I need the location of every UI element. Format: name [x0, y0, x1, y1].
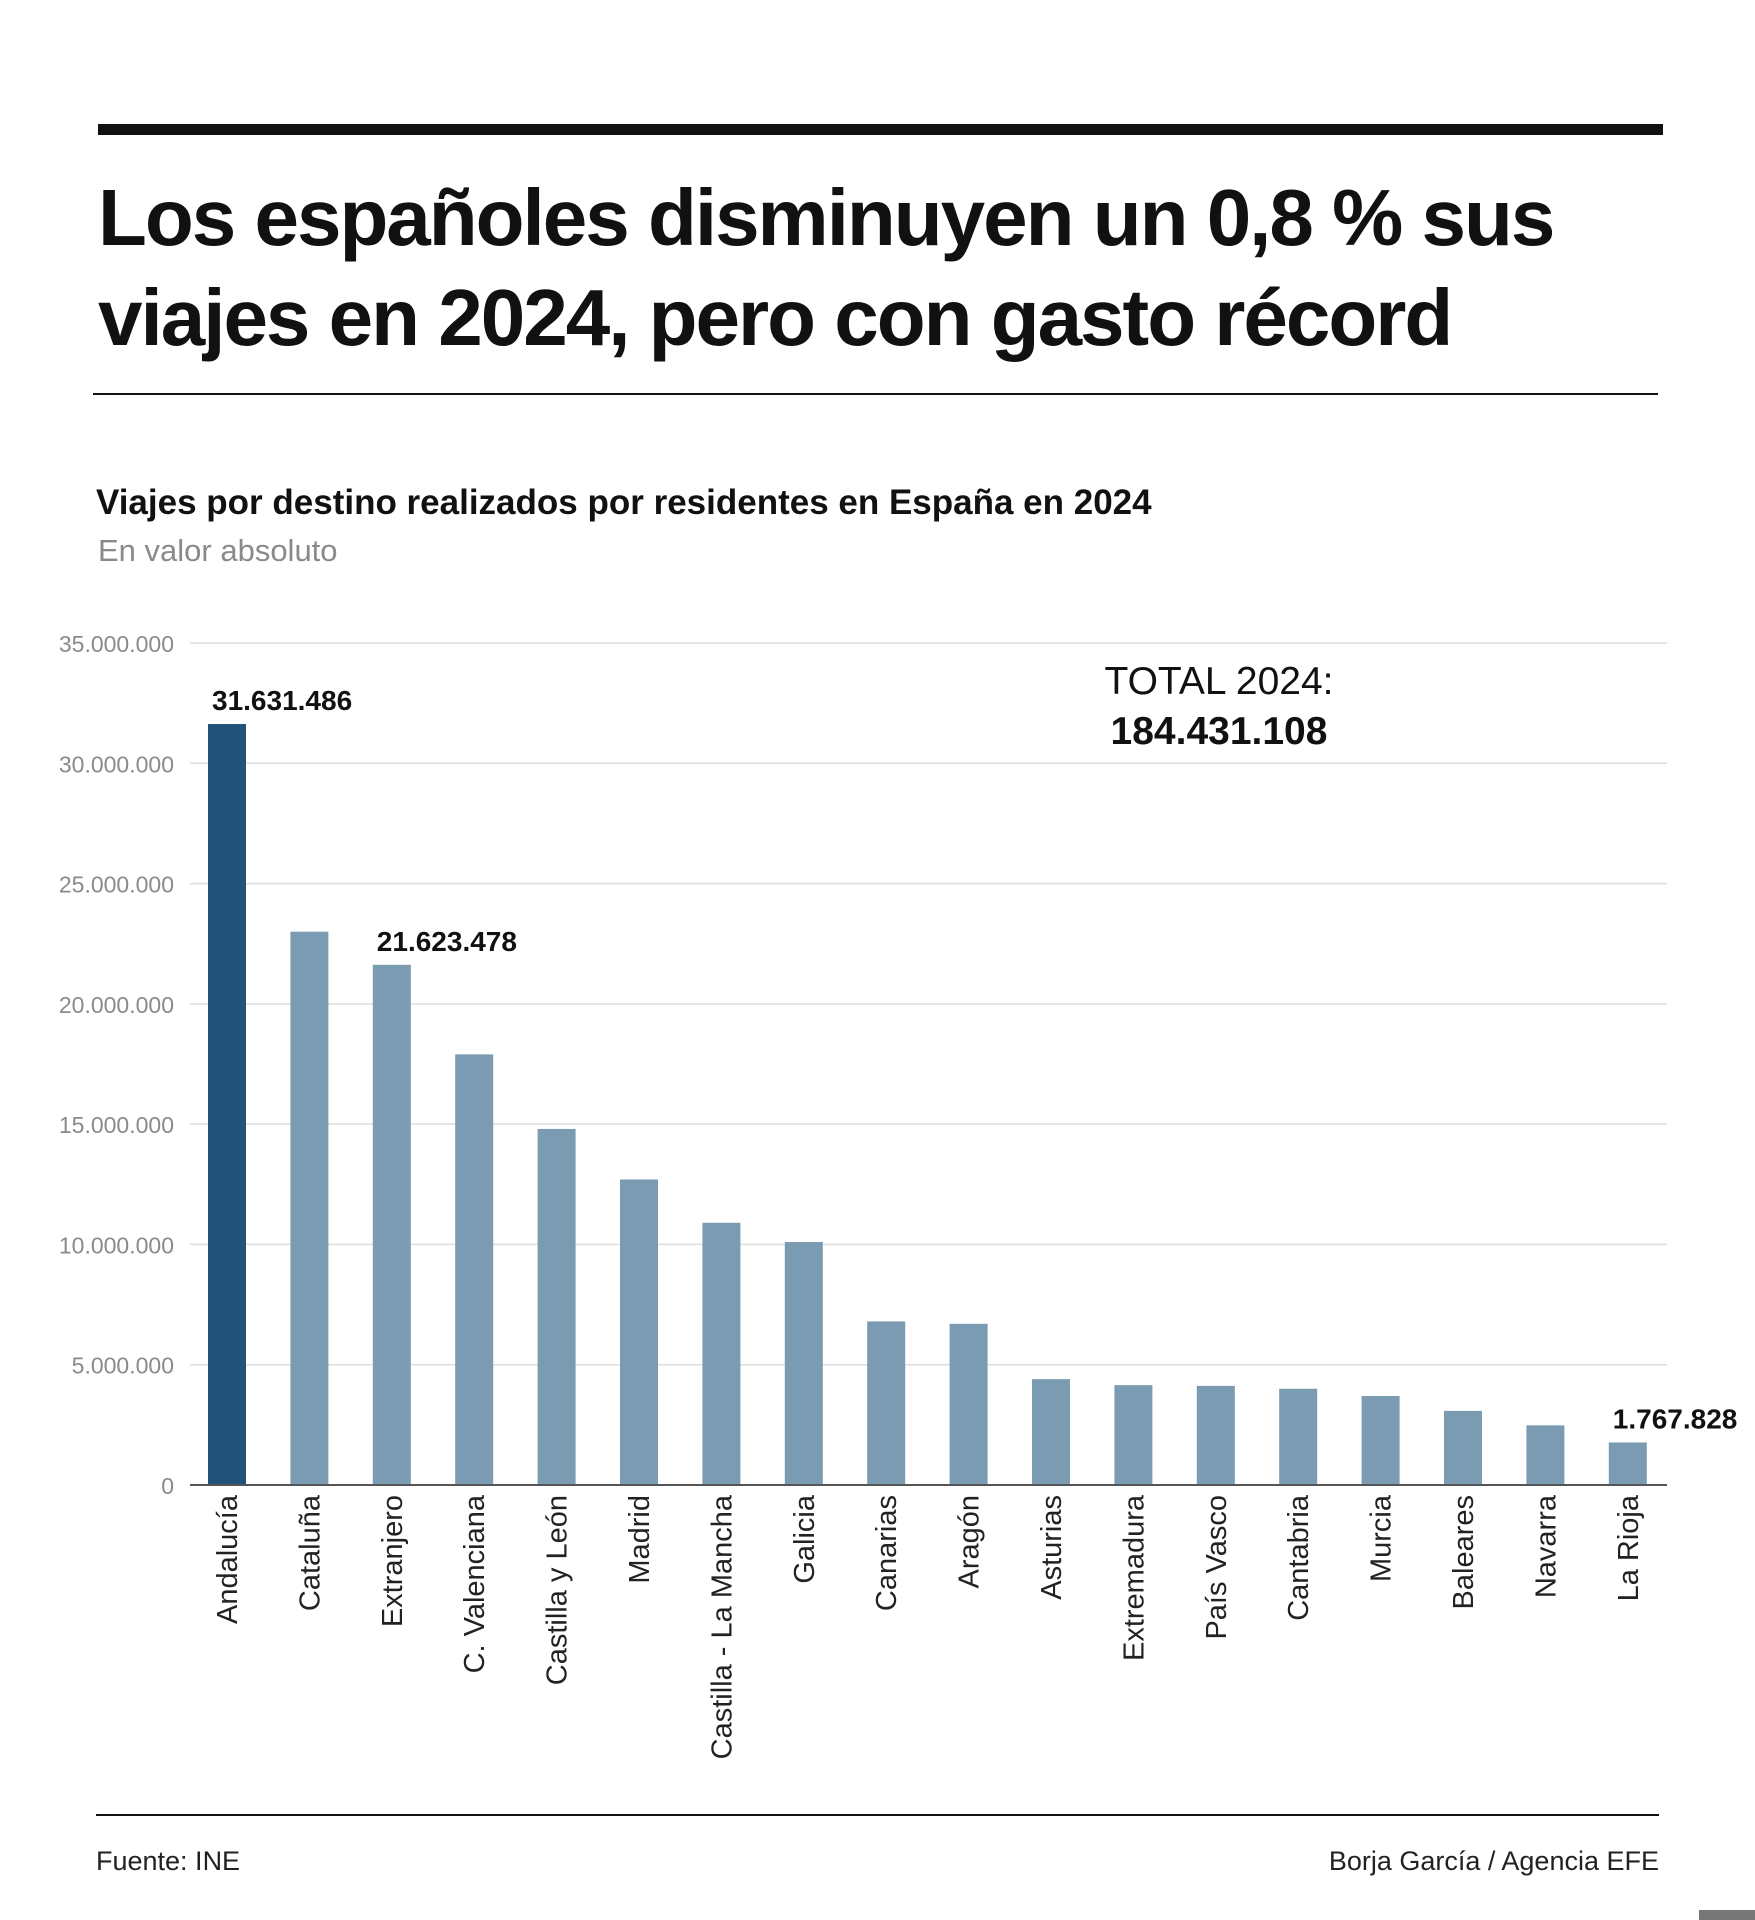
- bar-14: [1279, 1388, 1318, 1485]
- y-tick-label: 10.000.000: [59, 1232, 174, 1258]
- bar-9: [867, 1321, 906, 1485]
- credit-note: Borja García / Agencia EFE: [1328, 1846, 1659, 1876]
- chart-subtitle: En valor absoluto: [98, 533, 338, 568]
- bar-4: [455, 1054, 494, 1485]
- x-tick-label: Galicia: [789, 1494, 821, 1584]
- headline-divider: [93, 393, 1658, 395]
- bar-12: [1114, 1385, 1153, 1485]
- x-tick-label: Extranjero: [377, 1495, 409, 1627]
- y-tick-label: 15.000.000: [59, 1112, 174, 1138]
- bar-chart: 0 5.000.000 10.000.000 15.000.000 20.000.000…: [59, 631, 1738, 1759]
- bar-8: [784, 1242, 823, 1485]
- bar-17: [1526, 1425, 1565, 1485]
- headline-line-1: Los españoles disminuyen un 0,8 % sus: [98, 173, 1555, 262]
- bar-15: [1361, 1395, 1400, 1485]
- footer-divider: [96, 1814, 1659, 1816]
- bar-18: [1608, 1442, 1647, 1485]
- x-tick-label: Aragón: [954, 1495, 986, 1589]
- x-tick-label: Castilla y León: [542, 1495, 574, 1685]
- x-tick-label: Baleares: [1448, 1495, 1480, 1609]
- x-tick-label: Extremadura: [1118, 1494, 1150, 1661]
- data-label: 31.631.486: [212, 685, 352, 716]
- bar-7: [702, 1222, 741, 1485]
- top-rule: [98, 124, 1663, 135]
- x-tick-label: C. Valenciana: [459, 1494, 491, 1673]
- data-label: 21.623.478: [377, 926, 517, 957]
- corner-tab: [1699, 1910, 1755, 1920]
- bar-3: [372, 964, 411, 1485]
- x-tick-label: Canarias: [871, 1495, 903, 1611]
- bar-10: [949, 1323, 988, 1485]
- y-tick-label: 0: [161, 1473, 174, 1499]
- x-tick-label: Andalucía: [212, 1494, 244, 1624]
- bar-16: [1444, 1410, 1482, 1485]
- headline-line-2: viajes en 2024, pero con gasto récord: [98, 273, 1453, 362]
- x-tick-label: Castilla - La Mancha: [706, 1494, 738, 1759]
- x-tick-label: País Vasco: [1201, 1495, 1233, 1640]
- x-tick-label: Navarra: [1530, 1494, 1562, 1598]
- bar-2: [290, 931, 329, 1485]
- bar-5: [537, 1128, 576, 1485]
- bar-13: [1196, 1385, 1235, 1485]
- y-tick-label: 35.000.000: [59, 631, 174, 657]
- x-tick-label: Asturias: [1036, 1495, 1068, 1600]
- total-annotation-value: 184.431.108: [1111, 710, 1328, 753]
- chart-title: Viajes por destino realizados por reside…: [96, 483, 1152, 522]
- y-tick-label: 5.000.000: [72, 1353, 174, 1379]
- total-annotation-label: TOTAL 2024:: [1104, 660, 1333, 703]
- source-note: Fuente: INE: [96, 1846, 241, 1876]
- y-tick-label: 20.000.000: [59, 992, 174, 1018]
- x-tick-label: La Rioja: [1613, 1494, 1645, 1601]
- x-tick-label: Murcia: [1366, 1494, 1398, 1582]
- x-tick-label: Cantabria: [1283, 1494, 1315, 1621]
- y-tick-label: 25.000.000: [59, 872, 174, 898]
- y-tick-label: 30.000.000: [59, 751, 174, 777]
- x-tick-label: Madrid: [624, 1495, 656, 1584]
- bar-1: [208, 724, 246, 1485]
- bar-6: [620, 1179, 658, 1485]
- x-tick-label: Cataluña: [294, 1494, 326, 1611]
- data-label: 1.767.828: [1613, 1403, 1738, 1434]
- headline: Los españoles disminuyen un 0,8 % sus vi…: [98, 168, 1678, 368]
- bar-11: [1032, 1379, 1070, 1485]
